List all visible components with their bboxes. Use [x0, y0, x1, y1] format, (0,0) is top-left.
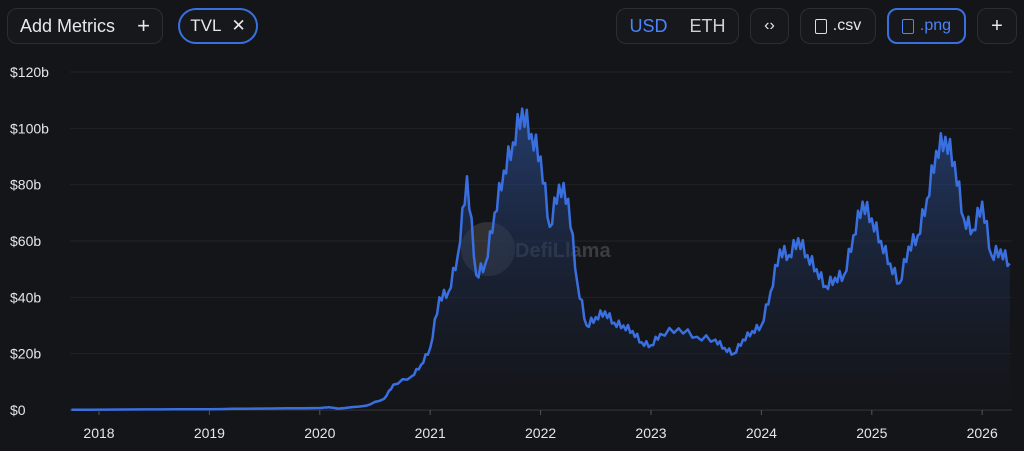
x-tick-label: 2024	[746, 425, 777, 441]
x-tick-label: 2020	[304, 425, 335, 441]
y-tick-label: $20b	[10, 346, 41, 362]
png-label: .png	[919, 17, 952, 34]
x-tick-label: 2023	[635, 425, 666, 441]
x-tick-label: 2022	[525, 425, 556, 441]
y-tick-label: $80b	[10, 177, 41, 193]
x-tick-label: 2026	[967, 425, 998, 441]
csv-label: .csv	[832, 17, 862, 34]
file-download-icon	[901, 18, 914, 34]
plus-icon: +	[991, 14, 1003, 37]
tvl-area	[71, 108, 1010, 410]
plus-icon: +	[137, 13, 150, 38]
tvl-chip-label: TVL	[190, 16, 222, 35]
file-download-icon	[814, 18, 827, 34]
x-tick-label: 2019	[194, 425, 225, 441]
more-button[interactable]: +	[977, 8, 1017, 44]
csv-download-button[interactable]: .csv	[800, 8, 876, 44]
add-metrics-button[interactable]: Add Metrics +	[7, 8, 163, 44]
y-tick-label: $0	[10, 402, 26, 418]
x-tick-label: 2025	[856, 425, 887, 441]
tvl-line	[71, 107, 1011, 411]
y-tick-label: $60b	[10, 233, 41, 249]
x-tick-label: 2018	[83, 425, 114, 441]
y-tick-label: $100b	[10, 120, 49, 136]
code-icon: ‹›	[764, 17, 775, 34]
currency-eth[interactable]: ETH	[689, 15, 726, 36]
tvl-metric-chip[interactable]: TVL ✕	[178, 8, 258, 44]
currency-usd[interactable]: USD	[629, 15, 668, 36]
add-metrics-label: Add Metrics	[20, 15, 116, 36]
png-download-button[interactable]: .png	[887, 8, 966, 44]
y-tick-label: $40b	[10, 289, 41, 305]
close-icon[interactable]: ✕	[231, 16, 246, 35]
currency-toggle[interactable]: USD ETH	[616, 8, 739, 44]
embed-button[interactable]: ‹›	[750, 8, 789, 44]
x-tick-label: 2021	[415, 425, 446, 441]
y-tick-label: $120b	[10, 64, 49, 80]
